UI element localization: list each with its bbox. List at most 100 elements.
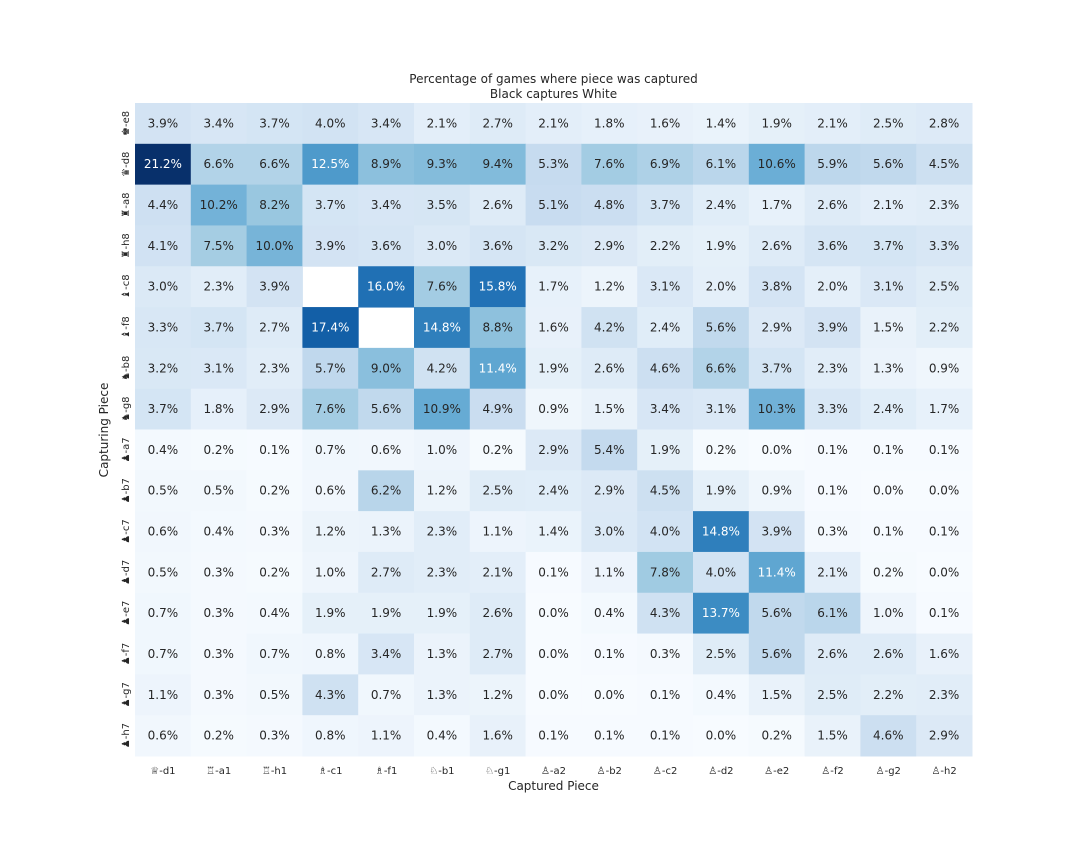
heatmap-cell	[135, 307, 192, 349]
heatmap-cell	[581, 143, 638, 186]
cell-value-label: 3.7%	[259, 116, 290, 130]
cell-value-label: 9.0%	[371, 361, 402, 375]
heatmap-cell	[414, 511, 471, 553]
cell-value-label: 0.5%	[259, 688, 290, 702]
heatmap-cell	[469, 225, 527, 267]
heatmap-cell	[581, 225, 638, 267]
heatmap-cell	[525, 551, 582, 594]
heatmap-cell	[135, 511, 192, 553]
cell-value-label: 4.2%	[594, 320, 625, 334]
cell-value-label: 1.6%	[929, 647, 960, 661]
heatmap-cell	[469, 511, 527, 553]
heatmap-cell	[190, 511, 248, 553]
cell-value-label: 0.2%	[482, 443, 513, 457]
cell-value-label: 2.6%	[817, 198, 848, 212]
heatmap-cell	[525, 633, 582, 675]
heatmap-cell	[693, 184, 750, 226]
cell-value-label: 3.1%	[873, 280, 904, 294]
heatmap-cell	[525, 388, 582, 430]
heatmap-cell	[302, 388, 359, 430]
cell-value-label: 1.9%	[315, 606, 346, 620]
cell-value-label: 3.1%	[203, 361, 234, 375]
cell-value-label: 2.6%	[761, 239, 792, 253]
y-tick-label: ♟-e7	[121, 601, 132, 626]
cell-value-label: 2.4%	[538, 484, 569, 498]
heatmap-cell	[135, 266, 192, 308]
cell-value-label: 4.5%	[929, 157, 960, 171]
cell-value-label: 3.0%	[427, 239, 458, 253]
cell-value-label: 4.6%	[873, 729, 904, 743]
cell-value-label: 0.7%	[148, 606, 179, 620]
heatmap-cell	[190, 266, 248, 308]
cell-value-label: 2.9%	[594, 239, 625, 253]
x-tick-label: ♖-h1	[262, 766, 287, 777]
cell-value-label: 10.2%	[200, 198, 238, 212]
cell-value-label: 1.0%	[427, 443, 458, 457]
cell-value-label: 3.8%	[761, 280, 792, 294]
heatmap-cell	[469, 470, 527, 512]
y-tick-label: ♟-c7	[121, 519, 132, 543]
cell-value-label: 2.5%	[929, 280, 960, 294]
cell-value-label: 1.2%	[482, 688, 513, 702]
cell-value-label: 11.4%	[479, 361, 517, 375]
heatmap-cell	[693, 511, 750, 553]
heatmap-cell	[135, 225, 192, 267]
cell-value-label: 1.5%	[594, 402, 625, 416]
cell-value-label: 0.3%	[203, 565, 234, 579]
cell-value-label: 3.9%	[761, 525, 792, 539]
x-tick-label: ♖-a1	[206, 766, 231, 777]
cell-value-label: 2.2%	[650, 239, 681, 253]
y-tick-label: ♚-e8	[121, 111, 132, 136]
cell-value-label: 0.4%	[148, 443, 179, 457]
heatmap-cell	[525, 674, 582, 716]
heatmap-cell	[525, 470, 582, 512]
cell-value-label: 2.1%	[427, 116, 458, 130]
cell-value-label: 1.6%	[650, 116, 681, 130]
cell-value-label: 14.8%	[423, 320, 461, 334]
heatmap-cell	[748, 307, 806, 349]
y-tick-label: ♟-h7	[121, 723, 132, 748]
heatmap-cell	[469, 103, 527, 145]
heatmap-cell	[135, 715, 192, 757]
cell-value-label: 0.4%	[427, 729, 458, 743]
heatmap-cell	[302, 429, 359, 471]
cell-value-label: 2.5%	[817, 688, 848, 702]
cell-value-label: 2.9%	[259, 402, 290, 416]
cell-value-label: 5.1%	[538, 198, 569, 212]
cell-value-label: 0.6%	[148, 525, 179, 539]
heatmap-cell	[246, 674, 303, 716]
heatmap-cell	[135, 143, 192, 186]
cell-value-label: 0.1%	[594, 647, 625, 661]
heatmap-cell	[804, 347, 861, 390]
heatmap-cell	[748, 633, 806, 675]
cell-value-label: 2.6%	[817, 647, 848, 661]
cell-value-label: 3.3%	[817, 402, 848, 416]
heatmap-cell	[637, 143, 694, 186]
heatmap-cell	[637, 551, 694, 594]
heatmap-cell	[414, 674, 471, 716]
cell-value-label: 2.7%	[482, 647, 513, 661]
heatmap-cell	[637, 715, 694, 757]
heatmap-cell	[469, 429, 527, 471]
cell-value-label: 2.6%	[482, 606, 513, 620]
cell-value-label: 0.9%	[929, 361, 960, 375]
cell-value-label: 0.1%	[929, 443, 960, 457]
cell-value-label: 0.0%	[538, 647, 569, 661]
heatmap-cell	[135, 347, 192, 390]
heatmap-cell	[302, 674, 359, 716]
heatmap-cell	[581, 592, 638, 635]
cell-value-label: 10.3%	[758, 402, 796, 416]
cell-value-label: 1.7%	[761, 198, 792, 212]
cell-value-label: 0.4%	[203, 525, 234, 539]
heatmap-cell	[693, 551, 750, 594]
cell-value-label: 2.1%	[538, 116, 569, 130]
heatmap-cell	[358, 225, 415, 267]
heatmap-cell	[469, 388, 527, 430]
heatmap-cell	[637, 511, 694, 553]
heatmap-cell	[190, 551, 248, 594]
heatmap-cell	[637, 266, 694, 308]
heatmap-cell	[581, 674, 638, 716]
heatmap-cell	[246, 225, 303, 267]
heatmap-cell	[246, 715, 303, 757]
